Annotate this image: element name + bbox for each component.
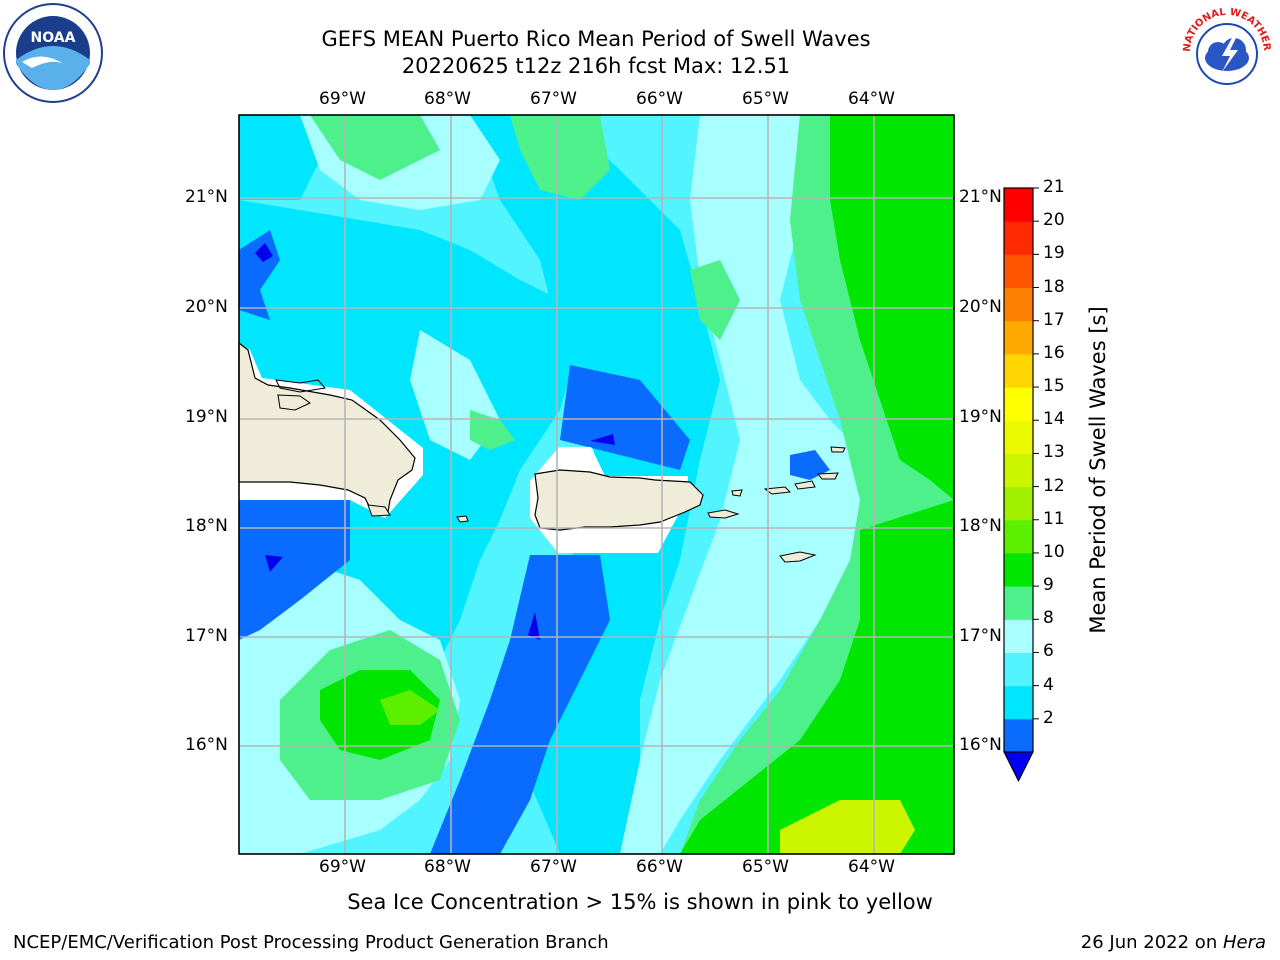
lon-label-bottom-67w: 67°W bbox=[530, 857, 577, 877]
colorbar-segment bbox=[1004, 287, 1033, 322]
noaa-logo-text: NOAA bbox=[31, 30, 76, 46]
caption-wrap: Sea Ice Concentration > 15% is shown in … bbox=[0, 890, 1280, 914]
lat-label-left-17n: 17°N bbox=[185, 626, 228, 646]
colorbar-segment bbox=[1004, 619, 1033, 653]
colorbar-tick-label: 15 bbox=[1043, 376, 1065, 397]
land-areas bbox=[238, 341, 846, 563]
colorbar bbox=[1003, 187, 1039, 783]
colorbar-tick-label: 6 bbox=[1043, 641, 1054, 662]
colorbar-tick-label: 10 bbox=[1043, 541, 1065, 562]
lon-label-bottom-64w: 64°W bbox=[848, 857, 895, 877]
lat-label-left-16n: 16°N bbox=[185, 735, 228, 755]
colorbar-tick-label: 19 bbox=[1043, 243, 1065, 264]
colorbar-segment bbox=[1004, 221, 1033, 255]
colorbar-tick-label: 11 bbox=[1043, 508, 1065, 529]
map-frame bbox=[238, 114, 955, 855]
footer-date-wrap: 26 Jun 2022 on Hera bbox=[1081, 932, 1266, 953]
colorbar-extend-triangle bbox=[1003, 751, 1034, 783]
colorbar-frame bbox=[1003, 187, 1034, 753]
noaa-logo: NOAA bbox=[2, 2, 104, 104]
lat-label-right-17n: 17°N bbox=[959, 626, 1002, 646]
colorbar-tick-label: 2 bbox=[1043, 707, 1054, 728]
lat-label-left-18n: 18°N bbox=[185, 516, 228, 536]
lat-label-right-18n: 18°N bbox=[959, 516, 1002, 536]
lat-label-left-20n: 20°N bbox=[185, 297, 228, 317]
colorbar-segment bbox=[1004, 718, 1033, 753]
map-gridlines bbox=[239, 115, 954, 854]
footer-machine: Hera bbox=[1222, 932, 1266, 953]
lon-label-top-66w: 66°W bbox=[636, 89, 683, 109]
lon-label-bottom-65w: 65°W bbox=[742, 857, 789, 877]
colorbar-tick-label: 8 bbox=[1043, 608, 1054, 629]
lat-label-left-19n: 19°N bbox=[185, 407, 228, 427]
lat-label-right-16n: 16°N bbox=[959, 735, 1002, 755]
colorbar-label: Mean Period of Swell Waves [s] bbox=[1086, 306, 1110, 634]
lon-label-top-68w: 68°W bbox=[424, 89, 471, 109]
lon-label-top-67w: 67°W bbox=[530, 89, 577, 109]
lon-label-top-65w: 65°W bbox=[742, 89, 789, 109]
colorbar-tick-label: 18 bbox=[1043, 276, 1065, 297]
footer-date: 26 Jun 2022 on bbox=[1080, 932, 1223, 953]
lat-label-right-21n: 21°N bbox=[959, 187, 1002, 207]
colorbar-segment bbox=[1004, 519, 1033, 554]
chart-title: GEFS MEAN Puerto Rico Mean Period of Swe… bbox=[321, 27, 871, 51]
colorbar-segment bbox=[1004, 486, 1033, 521]
colorbar-segment bbox=[1004, 586, 1033, 620]
colorbar-tick-label: 14 bbox=[1043, 409, 1065, 430]
colorbar-segment bbox=[1004, 453, 1033, 488]
colorbar-tick-label: 4 bbox=[1043, 674, 1054, 695]
colorbar-tick-label: 21 bbox=[1043, 177, 1065, 197]
lon-label-top-69w: 69°W bbox=[319, 89, 366, 109]
colorbar-segment bbox=[1004, 652, 1033, 687]
colorbar-segment bbox=[1004, 420, 1033, 454]
colorbar-tick-label: 13 bbox=[1043, 442, 1065, 463]
lat-label-left-21n: 21°N bbox=[185, 187, 228, 207]
sea-ice-caption: Sea Ice Concentration > 15% is shown in … bbox=[347, 890, 933, 914]
colorbar-tick-label: 9 bbox=[1043, 575, 1054, 596]
footer-branch: NCEP/EMC/Verification Post Processing Pr… bbox=[13, 932, 609, 953]
colorbar-segment bbox=[1004, 387, 1033, 421]
colorbar-tick-label: 17 bbox=[1043, 309, 1065, 330]
colorbar-segment bbox=[1004, 254, 1033, 289]
lon-label-top-64w: 64°W bbox=[848, 89, 895, 109]
lon-label-bottom-66w: 66°W bbox=[636, 857, 683, 877]
colorbar-segment bbox=[1004, 552, 1033, 587]
lon-label-bottom-68w: 68°W bbox=[424, 857, 471, 877]
colorbar-segment bbox=[1004, 188, 1033, 222]
lat-label-right-20n: 20°N bbox=[959, 297, 1002, 317]
colorbar-segment bbox=[1004, 353, 1033, 388]
colorbar-tick-label: 16 bbox=[1043, 342, 1065, 363]
colorbar-tick-label: 20 bbox=[1043, 210, 1065, 231]
lon-label-bottom-69w: 69°W bbox=[319, 857, 366, 877]
colorbar-segment bbox=[1004, 320, 1033, 355]
colorbar-segment bbox=[1004, 685, 1033, 720]
chart-subtitle: 20220625 t12z 216h fcst Max: 12.51 bbox=[401, 54, 791, 78]
lat-label-right-19n: 19°N bbox=[959, 407, 1002, 427]
nws-logo: NATIONAL WEATHER SERVICE bbox=[1172, 0, 1278, 102]
colorbar-tick-label: 12 bbox=[1043, 475, 1065, 496]
